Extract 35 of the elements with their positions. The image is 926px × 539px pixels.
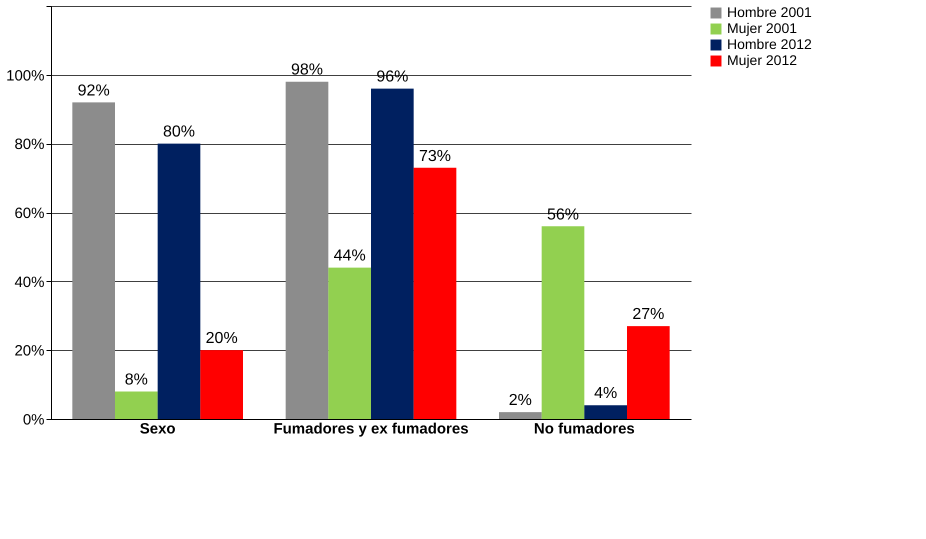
y-tick-label: 80% xyxy=(14,136,44,154)
bar xyxy=(158,144,200,419)
x-tick-label: No fumadores xyxy=(534,420,635,438)
bar xyxy=(627,326,670,419)
data-label: 2% xyxy=(508,392,532,410)
data-label: 44% xyxy=(334,248,366,265)
data-label: 92% xyxy=(78,82,110,100)
data-label: 8% xyxy=(124,371,148,388)
bar xyxy=(200,350,243,419)
data-label: 73% xyxy=(418,148,452,165)
bar xyxy=(414,168,456,419)
y-tick-label: 100% xyxy=(6,67,44,84)
legend-label: Mujer 2012 xyxy=(727,52,798,68)
legend-label: Mujer 2001 xyxy=(727,20,798,36)
bar xyxy=(115,391,158,419)
bar xyxy=(328,268,371,419)
bar xyxy=(584,405,627,419)
data-label: 4% xyxy=(594,385,618,402)
bar xyxy=(499,412,542,419)
data-label: 98% xyxy=(290,62,324,79)
bar xyxy=(72,102,115,419)
legend-label: Hombre 2001 xyxy=(727,4,812,20)
data-label: 27% xyxy=(632,306,664,324)
x-tick-label: Fumadores y ex fumadores xyxy=(273,420,469,438)
bar xyxy=(542,226,584,419)
x-tick-label: Sexo xyxy=(140,420,176,438)
y-tick-label: 60% xyxy=(14,205,44,222)
data-label: 20% xyxy=(206,330,238,348)
y-tick-label: 0% xyxy=(22,412,44,428)
y-tick-label: 20% xyxy=(14,342,44,360)
bar xyxy=(371,88,414,419)
legend-label: Hombre 2012 xyxy=(727,36,812,52)
data-label: 80% xyxy=(162,124,196,141)
y-tick-label: 40% xyxy=(14,274,44,291)
bar xyxy=(286,82,328,419)
